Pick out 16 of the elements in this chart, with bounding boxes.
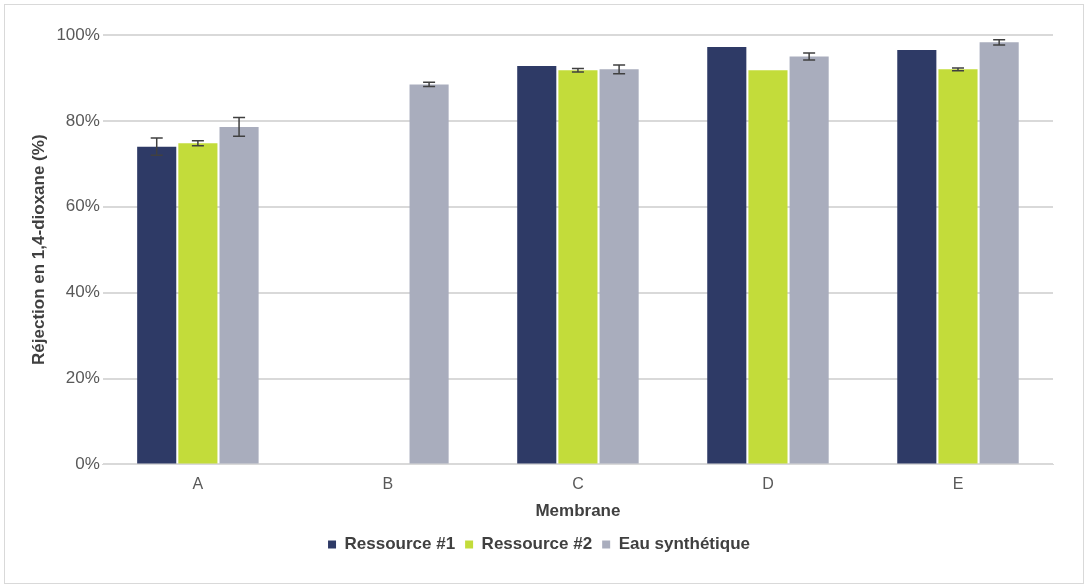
- y-axis-title: Réjection en 1,4-dioxane (%): [28, 134, 48, 365]
- legend-label: Ressource #2: [481, 534, 593, 554]
- y-tick-label: 40%: [65, 282, 100, 302]
- y-tick-label: 0%: [75, 454, 100, 474]
- x-tick-label: A: [192, 475, 204, 493]
- y-tick-label: 100%: [56, 24, 100, 44]
- x-tick-label: B: [382, 475, 394, 493]
- y-tick-label: 20%: [65, 368, 100, 388]
- legend-label: Eau synthétique: [618, 534, 750, 554]
- y-tick-label: 80%: [65, 110, 100, 130]
- x-axis-title: Membrane: [535, 501, 621, 521]
- x-tick-label: C: [572, 475, 584, 493]
- x-tick-label: E: [952, 475, 964, 493]
- legend-label: Ressource #1: [344, 534, 456, 554]
- x-tick-label: D: [762, 475, 774, 493]
- y-tick-label: 60%: [65, 196, 100, 216]
